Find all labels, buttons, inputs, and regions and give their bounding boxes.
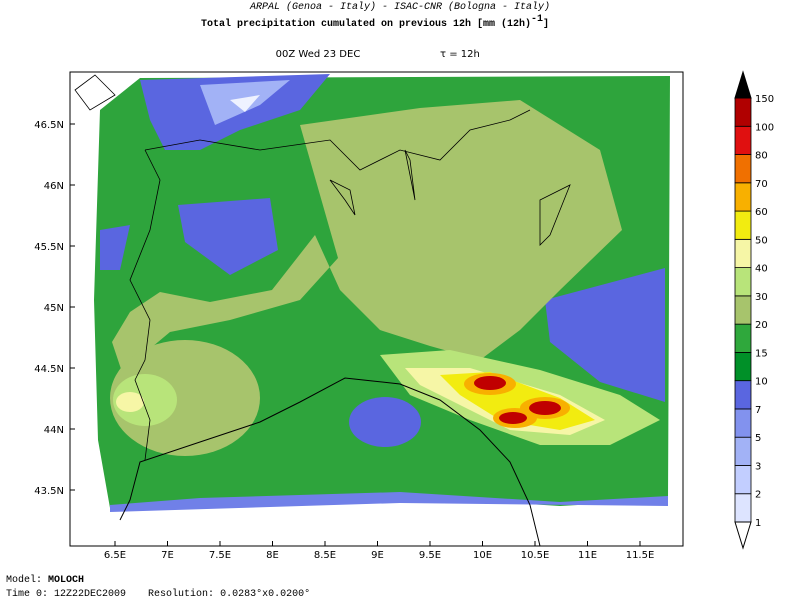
model-label: Model: bbox=[6, 574, 42, 586]
time-value: 12Z22DEC2009 bbox=[54, 589, 126, 600]
x-tick-label: 8.5E bbox=[314, 550, 336, 561]
field-blue bbox=[349, 397, 421, 447]
colorbar-box bbox=[734, 182, 752, 212]
field-lightgreen bbox=[113, 374, 177, 426]
coastline bbox=[119, 377, 541, 547]
y-tick-label: 43.5N bbox=[34, 486, 64, 497]
lead-label: τ = 12h bbox=[440, 49, 480, 60]
model-name: MOLOCH bbox=[48, 575, 84, 586]
colorbar-label: 50 bbox=[755, 235, 768, 246]
y-tick-label: 46N bbox=[44, 181, 64, 192]
x-tick-label: 9E bbox=[371, 550, 384, 561]
resolution-value: 0.0283°x0.0200° bbox=[220, 588, 310, 600]
footer-model: Model: MOLOCH bbox=[6, 574, 84, 586]
border bbox=[74, 74, 116, 111]
colorbar-box bbox=[734, 210, 752, 240]
colorbar: 1 2 3 5 7 10 15 20 30 40 50 60 70 80 100 150 bbox=[734, 70, 774, 550]
field-blue bbox=[545, 268, 665, 402]
field-paleyellow bbox=[116, 392, 144, 412]
colorbar-label: 3 bbox=[755, 461, 761, 472]
colorbar-box bbox=[734, 295, 752, 325]
colorbar-label: 10 bbox=[755, 377, 768, 388]
title-text: Total precipitation cumulated on previou… bbox=[201, 18, 531, 30]
time-label: Time 0: bbox=[6, 588, 48, 600]
footer-time: Time 0: 12Z22DEC2009 Resolution: 0.0283°x… bbox=[6, 588, 310, 600]
colorbar-box bbox=[734, 97, 752, 127]
colorbar-box bbox=[734, 351, 752, 382]
x-tick-label: 10.5E bbox=[521, 550, 550, 561]
colorbar-box bbox=[734, 465, 752, 495]
colorbar-box bbox=[734, 436, 752, 466]
x-tick-label: 11.5E bbox=[626, 550, 655, 561]
colorbar-box bbox=[734, 408, 752, 438]
colorbar-box bbox=[734, 125, 752, 155]
colorbar-box bbox=[734, 238, 752, 268]
precip-field bbox=[70, 72, 683, 546]
x-tick-label: 8E bbox=[266, 550, 279, 561]
x-tick-label: 11E bbox=[578, 550, 597, 561]
colorbar-box bbox=[734, 493, 752, 523]
y-tick-label: 44.5N bbox=[34, 364, 64, 375]
colorbar-label: 150 bbox=[755, 94, 774, 105]
border bbox=[144, 109, 531, 171]
lake bbox=[329, 149, 571, 246]
border bbox=[129, 149, 161, 461]
field-red bbox=[499, 412, 527, 424]
x-tick-label: 7E bbox=[161, 550, 174, 561]
coastlines bbox=[74, 74, 571, 547]
colorbar-box bbox=[734, 380, 752, 410]
axes: 6.5E 7E 7.5E 8E 8.5E 9E 9.5E 10E 10.5E 11E 11.5E 46… bbox=[34, 120, 654, 561]
colorbar-label: 7 bbox=[755, 405, 761, 416]
colorbar-box bbox=[734, 267, 752, 297]
time-label: 00Z Wed 23 DEC bbox=[276, 49, 361, 60]
y-tick-label: 46.5N bbox=[34, 120, 64, 131]
field-blue bbox=[100, 225, 130, 270]
colorbar-label: 60 bbox=[755, 207, 768, 218]
colorbar-label: 100 bbox=[755, 122, 774, 133]
field-blue-edge bbox=[110, 492, 668, 512]
colorbar-label: 70 bbox=[755, 179, 768, 190]
resolution-label: Resolution: bbox=[148, 588, 214, 600]
y-tick-label: 45.5N bbox=[34, 242, 64, 253]
field-white bbox=[230, 95, 260, 112]
field-red bbox=[474, 376, 506, 390]
colorbar-over bbox=[734, 70, 752, 99]
field-red bbox=[529, 401, 561, 415]
colorbar-under bbox=[734, 521, 752, 550]
title: Total precipitation cumulated on previou… bbox=[201, 14, 549, 30]
x-tick-label: 6.5E bbox=[104, 550, 126, 561]
field-olive bbox=[110, 340, 260, 456]
colorbar-box bbox=[734, 323, 752, 353]
colorbar-label: 20 bbox=[755, 320, 768, 331]
colorbar-label: 30 bbox=[755, 292, 768, 303]
colorbar-box bbox=[734, 154, 752, 184]
x-tick-label: 7.5E bbox=[209, 550, 231, 561]
colorbar-label: 80 bbox=[755, 151, 768, 162]
x-tick-label: 10E bbox=[473, 550, 492, 561]
colorbar-label: 5 bbox=[755, 433, 761, 444]
field-blue bbox=[178, 198, 278, 275]
field-olive bbox=[112, 100, 622, 372]
credit: ARPAL (Genoa - Italy) - ISAC-CNR (Bologn… bbox=[249, 1, 550, 13]
title-close: ] bbox=[543, 18, 549, 30]
y-tick-label: 45N bbox=[44, 303, 64, 314]
title-exponent: -1 bbox=[531, 14, 543, 25]
y-tick-label: 44N bbox=[44, 425, 64, 436]
colorbar-label: 1 bbox=[755, 518, 761, 529]
colorbar-label: 15 bbox=[755, 348, 768, 359]
map-frame bbox=[69, 71, 684, 547]
colorbar-label: 2 bbox=[755, 490, 761, 501]
colorbar-label: 40 bbox=[755, 264, 768, 275]
x-tick-label: 9.5E bbox=[419, 550, 441, 561]
